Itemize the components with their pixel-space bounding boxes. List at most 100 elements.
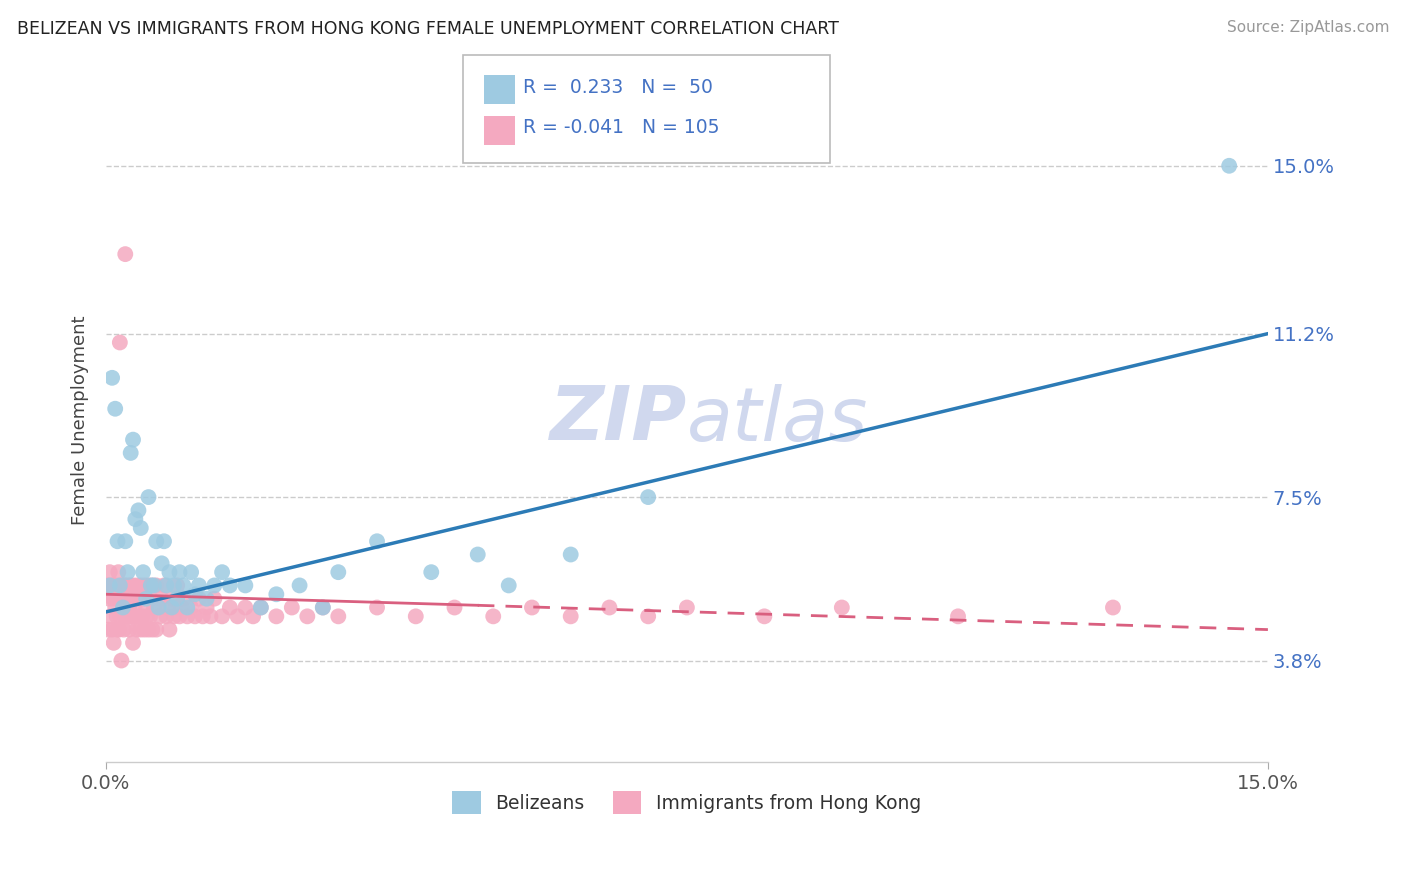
Point bbox=[128, 591, 150, 606]
Point bbox=[150, 591, 173, 606]
Point bbox=[110, 653, 132, 667]
Point bbox=[328, 609, 350, 624]
Point bbox=[149, 609, 172, 624]
Point bbox=[97, 623, 120, 637]
Point bbox=[139, 609, 162, 624]
Point bbox=[111, 591, 134, 606]
Point bbox=[112, 623, 135, 637]
Point bbox=[134, 578, 156, 592]
Point bbox=[159, 565, 181, 579]
Point bbox=[366, 534, 388, 549]
Point bbox=[166, 591, 188, 606]
Point bbox=[191, 609, 214, 624]
Point bbox=[139, 578, 162, 592]
Point bbox=[366, 600, 388, 615]
Point bbox=[159, 623, 181, 637]
Point bbox=[1102, 600, 1125, 615]
Point bbox=[132, 591, 155, 606]
Point bbox=[148, 600, 170, 615]
Point bbox=[184, 609, 207, 624]
Point bbox=[176, 609, 198, 624]
Point bbox=[118, 623, 141, 637]
Point bbox=[98, 565, 121, 579]
Legend: Belizeans, Immigrants from Hong Kong: Belizeans, Immigrants from Hong Kong bbox=[453, 791, 921, 814]
Point bbox=[127, 503, 149, 517]
Point bbox=[115, 591, 138, 606]
Point bbox=[139, 591, 162, 606]
Point bbox=[160, 591, 183, 606]
Point bbox=[250, 600, 273, 615]
Point bbox=[114, 578, 136, 592]
Point bbox=[163, 609, 186, 624]
Point bbox=[288, 578, 311, 592]
Point bbox=[226, 609, 249, 624]
Point bbox=[104, 600, 127, 615]
Point bbox=[129, 623, 152, 637]
Point bbox=[125, 623, 148, 637]
Point bbox=[172, 591, 194, 606]
Point bbox=[218, 578, 240, 592]
Point bbox=[598, 600, 620, 615]
Point bbox=[155, 609, 177, 624]
Point bbox=[101, 371, 124, 385]
Point bbox=[754, 609, 776, 624]
Point bbox=[187, 591, 209, 606]
Point bbox=[145, 578, 167, 592]
Point bbox=[145, 623, 167, 637]
Point bbox=[101, 591, 124, 606]
Point bbox=[96, 578, 118, 592]
Point bbox=[281, 600, 304, 615]
Point bbox=[233, 578, 256, 592]
Point bbox=[250, 600, 273, 615]
Point bbox=[153, 534, 176, 549]
Point bbox=[145, 534, 167, 549]
Point bbox=[103, 578, 125, 592]
Point bbox=[121, 591, 143, 606]
Text: R = -0.041   N = 105: R = -0.041 N = 105 bbox=[523, 118, 720, 137]
Point bbox=[142, 600, 165, 615]
Point bbox=[129, 578, 152, 592]
Point bbox=[135, 600, 157, 615]
Point bbox=[124, 600, 146, 615]
Point bbox=[107, 623, 129, 637]
Point bbox=[211, 565, 233, 579]
Point bbox=[443, 600, 465, 615]
Point bbox=[136, 609, 159, 624]
Point bbox=[121, 609, 143, 624]
Point bbox=[169, 609, 191, 624]
Point bbox=[108, 578, 131, 592]
Point bbox=[211, 609, 233, 624]
Point bbox=[134, 623, 156, 637]
Point bbox=[108, 623, 131, 637]
Point bbox=[312, 600, 335, 615]
Point bbox=[107, 591, 129, 606]
Point bbox=[114, 534, 136, 549]
Point bbox=[114, 247, 136, 261]
Point bbox=[98, 578, 121, 592]
Y-axis label: Female Unemployment: Female Unemployment bbox=[72, 315, 89, 524]
Point bbox=[233, 600, 256, 615]
Point bbox=[170, 600, 193, 615]
Point bbox=[131, 609, 153, 624]
Text: ZIP: ZIP bbox=[550, 384, 688, 457]
Point bbox=[114, 578, 136, 592]
Point bbox=[138, 490, 160, 504]
Point bbox=[110, 609, 132, 624]
Point bbox=[98, 591, 121, 606]
Point bbox=[195, 591, 218, 606]
Point bbox=[498, 578, 520, 592]
Point bbox=[100, 578, 122, 592]
Point bbox=[155, 578, 177, 592]
Point bbox=[129, 521, 152, 535]
Point bbox=[676, 600, 699, 615]
Point bbox=[103, 636, 125, 650]
Point bbox=[122, 578, 145, 592]
Point bbox=[482, 609, 505, 624]
Point bbox=[108, 335, 131, 350]
Point bbox=[124, 512, 146, 526]
Point bbox=[405, 609, 427, 624]
Point bbox=[160, 600, 183, 615]
Point bbox=[163, 578, 186, 592]
Point bbox=[169, 565, 191, 579]
Point bbox=[637, 609, 659, 624]
